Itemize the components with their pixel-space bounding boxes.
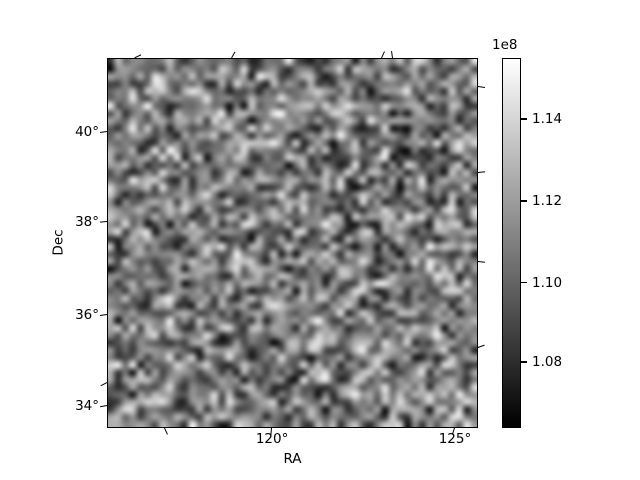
y-axis-title: Dec [50,229,67,256]
x-tick-label: 120° [255,431,289,447]
plot-area: 120° 125° 40° 38° 36° 34° [75,50,486,447]
colorbar-tick [521,200,527,202]
colorbar-tick [521,361,527,363]
colorbar-offset-label: 1e8 [492,37,518,53]
y-tick-label: 36° [75,307,99,324]
colorbar-tick-label: 1.12 [532,193,563,210]
x-axis-title: RA [283,451,302,467]
y-tick-label: 38° [75,213,99,230]
x-tick-label: 125° [438,431,472,447]
y-tick-right [477,261,486,264]
y-tick-right [477,345,485,349]
x-tick [164,427,169,435]
y-tick-label: 34° [75,398,99,415]
y-tick-right [477,86,486,89]
y-tick [99,221,108,224]
heatmap-image [107,58,478,428]
colorbar-tick-label: 1.10 [532,274,563,291]
colorbar-tick-label: 1.14 [532,110,563,127]
x-tick-top [391,50,394,59]
y-tick-label: 40° [75,124,99,140]
colorbar: 1.14 1.12 1.10 1.08 [502,58,562,428]
colorbar-gradient [503,59,520,427]
colorbar-tick [521,118,527,120]
colorbar-tick [521,282,527,284]
y-tick-right [477,171,486,174]
colorbar-tick-label: 1.08 [532,354,563,371]
